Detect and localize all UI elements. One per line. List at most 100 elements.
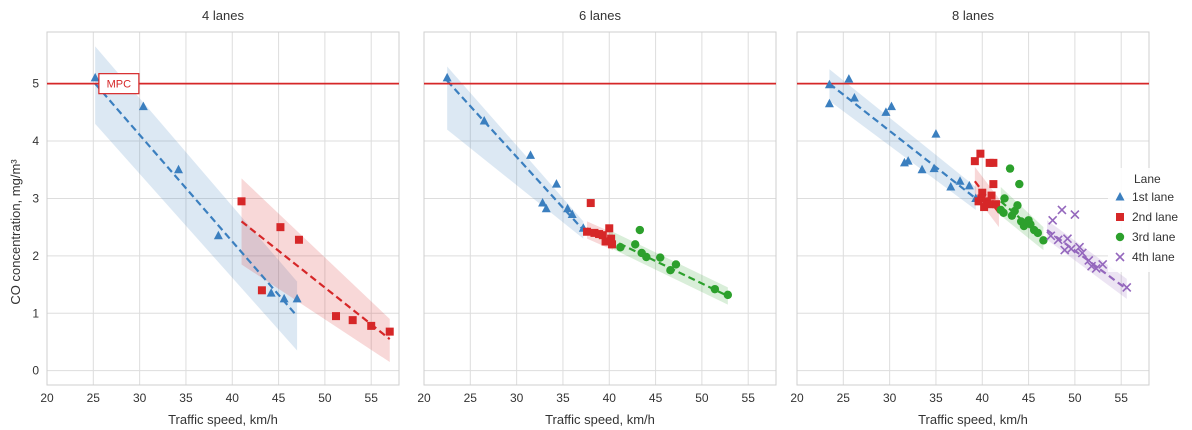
x-tick-label: 45 — [1022, 391, 1036, 405]
data-point — [642, 252, 651, 262]
data-point — [671, 260, 681, 269]
data-point — [567, 209, 577, 219]
data-point — [631, 240, 640, 249]
x-tick-label: 40 — [226, 391, 240, 405]
x-tick-label: 40 — [976, 391, 990, 405]
data-point — [276, 223, 285, 232]
x-tick-label: 20 — [790, 391, 804, 405]
x-tick-label: 30 — [883, 391, 897, 405]
data-point — [1010, 206, 1019, 216]
x-tick-label: 25 — [464, 391, 478, 405]
data-point — [237, 197, 246, 206]
data-point — [978, 188, 987, 197]
y-axis-label: CO concentration, mg/m³ — [8, 159, 23, 305]
data-point — [332, 312, 341, 321]
x-tick-label: 25 — [837, 391, 851, 405]
x-tick-label: 55 — [742, 391, 756, 405]
x-tick-label: 45 — [272, 391, 286, 405]
data-point — [257, 286, 266, 295]
data-point — [635, 225, 645, 235]
fit-line — [446, 80, 585, 231]
data-point — [881, 107, 891, 116]
data-point — [367, 321, 376, 330]
data-point — [917, 164, 927, 174]
x-tick-label: 55 — [365, 391, 379, 405]
x-tick-label: 45 — [649, 391, 663, 405]
y-tick-label: 2 — [32, 249, 39, 263]
data-point — [213, 230, 223, 240]
data-point — [1091, 263, 1101, 274]
data-point — [607, 234, 616, 243]
data-point — [976, 149, 985, 158]
data-point — [1046, 231, 1056, 241]
data-point — [996, 205, 1005, 215]
data-point — [563, 203, 573, 213]
grid — [423, 32, 776, 385]
legend-item: 4th lane — [1115, 250, 1175, 264]
data-point — [605, 224, 614, 233]
data-point — [586, 199, 595, 208]
panel-title: 8 lanes — [952, 8, 994, 23]
y-tick-label: 0 — [32, 364, 39, 378]
data-point — [90, 72, 100, 82]
data-point — [710, 284, 720, 294]
x-tick-label: 35 — [929, 391, 943, 405]
data-point — [266, 288, 276, 297]
data-point — [1074, 242, 1085, 252]
data-point — [970, 157, 979, 166]
data-point — [442, 72, 452, 82]
x-tick-label: 35 — [556, 391, 570, 405]
data-point — [479, 115, 489, 125]
x-tick-label: 40 — [603, 391, 617, 405]
data-point — [931, 129, 941, 138]
data-point — [955, 176, 965, 185]
data-point — [824, 98, 834, 108]
data-point — [844, 74, 854, 83]
data-point — [551, 179, 561, 188]
data-point — [985, 200, 994, 209]
data-point — [616, 243, 625, 252]
data-point — [292, 293, 302, 303]
x-axis-label: Traffic speed, km/h — [545, 412, 655, 427]
y-tick-label: 1 — [32, 306, 39, 320]
x-tick-label: 55 — [1115, 391, 1129, 405]
confidence-band — [241, 178, 390, 363]
data-point — [601, 237, 610, 246]
legend-item: 1st lane — [1115, 190, 1174, 204]
y-tick-label: 5 — [32, 77, 39, 91]
fit-line — [240, 220, 391, 340]
x-tick-label: 30 — [510, 391, 524, 405]
data-point — [1062, 234, 1073, 244]
data-point — [1070, 209, 1080, 220]
data-point — [138, 101, 148, 111]
data-point — [608, 240, 617, 249]
panel-3: 8 lanes 20 25 30 35 40 45 50 55 Traffic speed, km… — [790, 8, 1150, 427]
data-point — [1048, 215, 1058, 225]
grid — [796, 32, 1149, 385]
legend-marker — [1115, 252, 1125, 262]
legend-item: 2nd lane — [1116, 210, 1178, 224]
x-tick-label: 50 — [318, 391, 332, 405]
data-point — [964, 180, 974, 190]
fit-line — [94, 82, 298, 317]
legend-marker — [1115, 192, 1125, 201]
mpc-label-box — [98, 73, 140, 95]
mpc-label: MPC — [107, 79, 132, 91]
data-point — [666, 266, 675, 275]
data-point — [987, 191, 996, 200]
y-tick-label: 4 — [32, 134, 39, 148]
data-point — [903, 156, 913, 165]
legend-item: 3rd lane — [1115, 230, 1176, 244]
data-point — [1057, 205, 1067, 215]
x-tick-label: 50 — [1068, 391, 1082, 405]
data-point — [929, 163, 939, 173]
x-tick-label: 20 — [417, 391, 431, 405]
legend-label: 4th lane — [1132, 250, 1175, 264]
data-point — [723, 290, 733, 300]
data-point — [1019, 221, 1029, 231]
legend-title: Lane — [1134, 172, 1161, 186]
data-point — [989, 158, 998, 167]
data-point — [1000, 194, 1009, 203]
data-point — [656, 253, 665, 262]
